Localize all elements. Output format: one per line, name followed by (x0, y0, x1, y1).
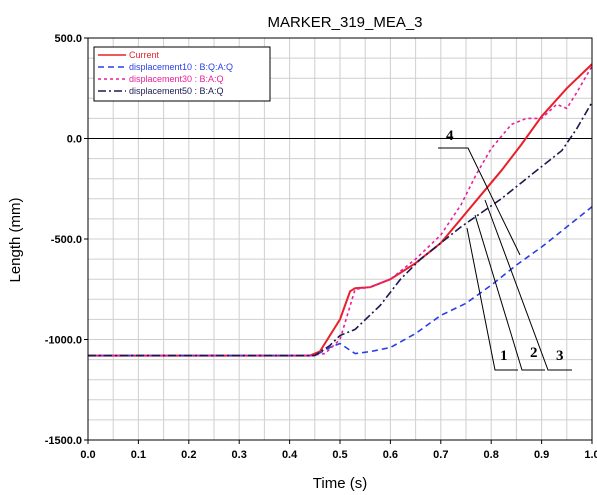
y-axis-label: Length (mm) (7, 197, 24, 282)
x-tick-label: 0.7 (433, 449, 448, 461)
legend-entry: displacement10 : B:Q:A:Q (129, 62, 233, 72)
x-axis-label: Time (s) (313, 475, 367, 492)
series-line-1 (88, 63, 593, 357)
annotation-label-4: 4 (446, 128, 454, 144)
x-tick-label: 0.5 (332, 449, 347, 461)
x-tick-label: 0.9 (534, 449, 549, 461)
x-tick-label: 0.6 (383, 449, 398, 461)
series-line-2 (88, 206, 593, 357)
annotation-leader-4 (438, 147, 521, 256)
x-tick-label: 0.8 (484, 449, 499, 461)
x-tick-labels: 0.0 0.1 0.2 0.3 0.4 0.5 0.6 0.7 0.8 0.9 1.0 (80, 440, 597, 461)
annotation-leader-2 (474, 214, 545, 371)
y-tick-label: 0.0 (67, 134, 82, 146)
x-tick-label: 0.3 (232, 449, 247, 461)
annotation-leader-3 (484, 199, 572, 371)
x-tick-label: 0.0 (80, 449, 95, 461)
y-tick-label: 500.0 (54, 33, 82, 45)
legend-entry: Current (129, 50, 160, 60)
legend-entry: displacement30 : B:A:Q (129, 74, 224, 84)
x-tick-label: 1.0 (584, 449, 597, 461)
series-line-4 (88, 101, 593, 357)
legend: Current displacement10 : B:Q:A:Q displacem… (93, 46, 271, 102)
y-tick-label: -1500.0 (45, 435, 82, 447)
annotation-label-2: 2 (530, 345, 538, 361)
y-tick-label: -500.0 (51, 234, 82, 246)
legend-entry: displacement50 : B:A:Q (129, 86, 224, 96)
grid (87, 37, 593, 441)
series-line-3 (88, 65, 593, 357)
annotations: 1 2 3 4 (438, 128, 572, 371)
y-tick-label: -1000.0 (45, 335, 82, 347)
annotation-label-3: 3 (556, 348, 564, 364)
x-tick-label: 0.2 (181, 449, 196, 461)
chart-title: MARKER_319_MEA_3 (267, 14, 422, 31)
annotation-leader-1 (466, 227, 518, 371)
series-lines (88, 63, 593, 357)
x-tick-label: 0.4 (282, 449, 298, 461)
legend-box (93, 46, 271, 102)
y-tick-labels: 500.0 0.0 -500.0 -1000.0 -1500.0 (45, 33, 88, 447)
plot-frame (87, 37, 593, 441)
annotation-label-1: 1 (500, 348, 508, 364)
x-tick-label: 0.1 (131, 449, 146, 461)
